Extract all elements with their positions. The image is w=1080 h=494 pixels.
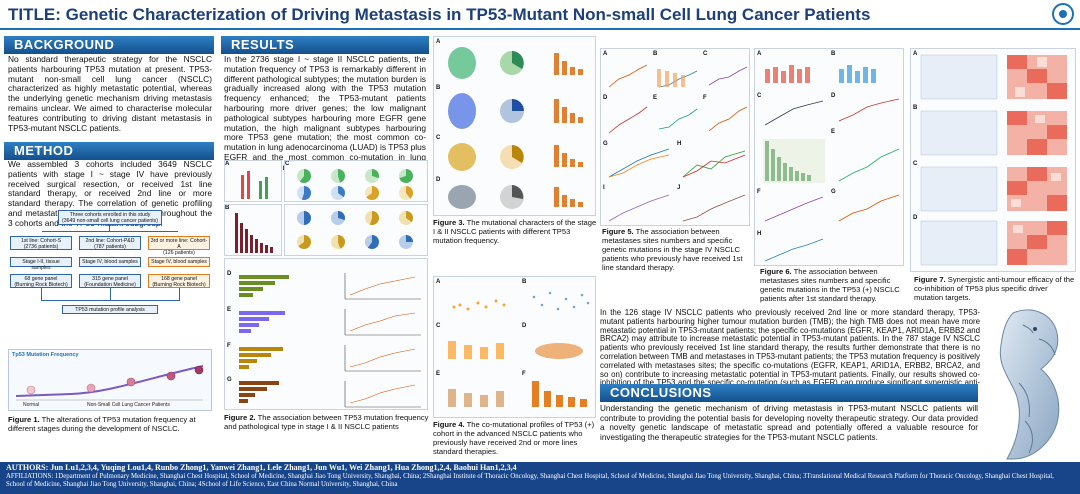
results-text-2: In the 126 stage IV NSCLC patients who p… — [600, 308, 980, 396]
figure-4-caption: Figure 4. The co-mutational profiles of … — [433, 420, 595, 456]
figure-6-caption: Figure 6. The association between metast… — [760, 267, 900, 303]
figure-4-graphic: A B C D E F — [433, 276, 596, 418]
figure-7-graphic: A B C D — [910, 48, 1076, 272]
conclusions-text: Understanding the genetic mechanism of d… — [600, 404, 978, 442]
figure-5-graphic: A B C D E F G H I J — [600, 48, 750, 226]
figure-3-caption: Figure 3. The mutational characters of t… — [433, 218, 597, 245]
background-header: BACKGROUND — [4, 36, 214, 54]
merlion-illustration-icon — [999, 309, 1060, 460]
authors: AUTHORS: Jun Lu1,2,3,4, Yuqing Lou1,4, R… — [6, 463, 517, 472]
figure-3-graphic: A B C D — [433, 36, 596, 216]
figure-7-caption: Figure 7. Synergistic anti-tumour effica… — [914, 275, 1075, 302]
method-header: METHOD — [4, 142, 214, 160]
flow-panel-2: 315 gene panel (Foundation Medicine) — [79, 274, 141, 288]
figure-2-panel-c2 — [284, 204, 428, 256]
background-text: No standard therapeutic strategy for the… — [8, 54, 212, 133]
flow-stage-2: Stage IV, blood samples — [79, 257, 141, 267]
affiliations: AFFILIATIONS: 1Department of Pulmonary M… — [6, 473, 1054, 489]
flow-stage-1: Stage I-II, tissue samples — [10, 257, 72, 271]
footer: AUTHORS: Jun Lu1,2,3,4, Yuqing Lou1,4, R… — [0, 462, 1080, 494]
figure-1-caption: Figure 1. The alterations of TP53 mutati… — [8, 415, 196, 433]
figure-2-panel-c: C — [284, 160, 428, 202]
flow-bottom: TP53 mutation profile analysis — [62, 305, 158, 314]
flow-cohort-2: 2nd line: Cohort-P&D (787 patients) — [79, 236, 141, 250]
poster-title: TITLE: Genetic Characterization of Drivi… — [8, 5, 871, 24]
title-bar: TITLE: Genetic Characterization of Drivi… — [0, 0, 1080, 30]
figure-1-header: Tp53 Mutation Frequency — [12, 352, 79, 358]
figure-2-panel-b: B — [224, 204, 282, 256]
flow-stage-3: Stage IV, blood samples — [148, 257, 210, 267]
flow-top: Three cohorts enrolled in this study (36… — [58, 210, 162, 225]
figure-1-graphic: Tp53 Mutation Frequency Normal Non-Small… — [8, 349, 212, 411]
figure-5-caption: Figure 5. The association between metast… — [602, 227, 743, 272]
conclusions-header: CONCLUSIONS — [600, 384, 978, 402]
figure-2-caption: Figure 2. The association between TP53 m… — [224, 413, 429, 431]
figure-6-graphic: A B C D E F G H — [754, 48, 904, 266]
results-header: RESULTS — [221, 36, 429, 54]
figure-1-normal-label: Normal — [23, 402, 40, 408]
flow-cohort-3: 3rd or more line: Cohort-A (126 patients… — [148, 236, 210, 256]
flow-panel-3: 168 gene panel (Burning Rock Biotech) — [148, 274, 210, 288]
results-text-1: In the 2736 stage I ~ stage II NSCLC pat… — [224, 54, 426, 172]
method-flowchart: Three cohorts enrolled in this study (36… — [8, 210, 212, 346]
figure-2-panel-a: A — [224, 160, 282, 202]
flow-panel-1: 68 gene panel (Burning Rock Biotech) — [10, 274, 72, 288]
figure-1-nsclc-label: Non-Small Cell Lung Cancer Patients — [87, 402, 170, 408]
mutation-frequency-curve — [15, 365, 204, 401]
flow-cohort-1: 1st line: Cohort-S (2736 patients) — [10, 236, 72, 250]
figure-2-panel-d-g: D E F G — [224, 258, 428, 410]
institution-logo-icon — [1052, 3, 1074, 25]
